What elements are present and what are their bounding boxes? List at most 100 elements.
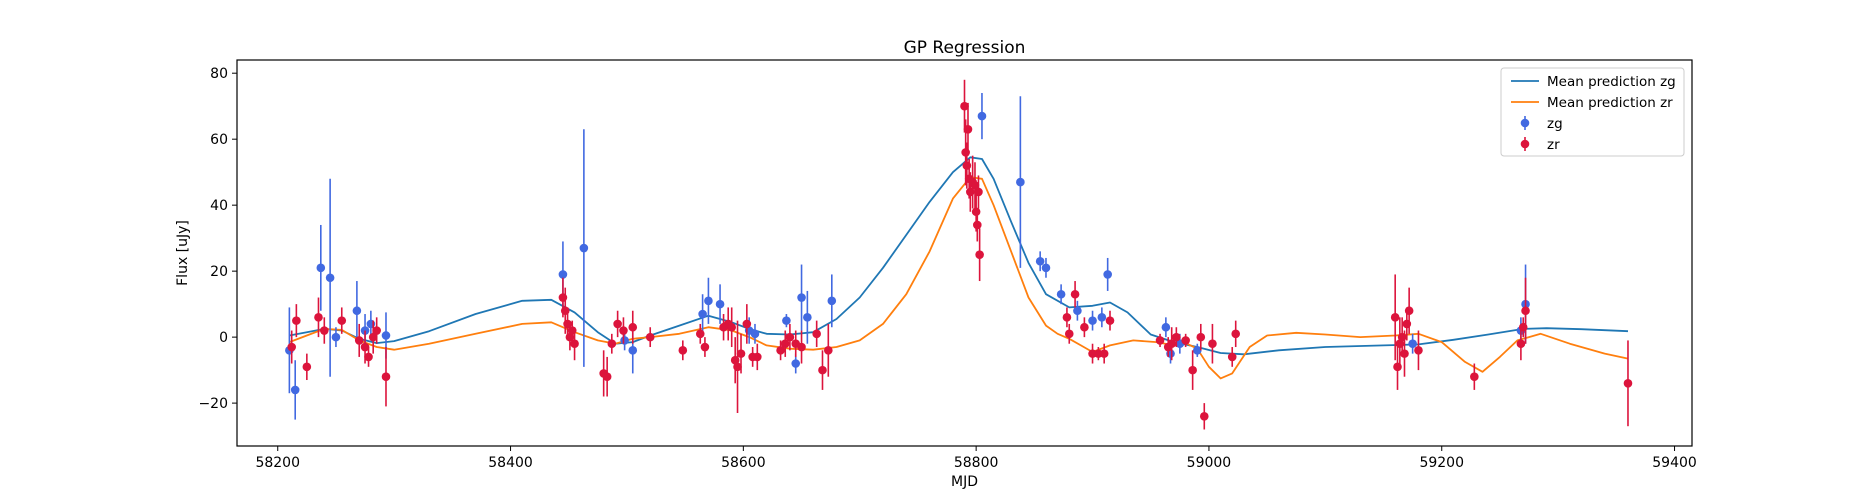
data-point: [1208, 339, 1217, 349]
data-point: [619, 326, 628, 335]
data-point: [1103, 270, 1112, 279]
legend: Mean prediction zg Mean prediction zr zg zr: [1500, 67, 1685, 157]
data-point: [797, 293, 806, 302]
data-point: [818, 365, 827, 375]
data-point: [785, 332, 795, 342]
data-point: [1181, 336, 1190, 345]
data-point: [797, 342, 806, 352]
data-point: [381, 372, 391, 382]
series-line: [289, 176, 1629, 380]
data-point: [791, 359, 801, 368]
x-tick-label: 58400: [488, 455, 533, 471]
data-point: [704, 296, 713, 306]
data-point: [812, 329, 821, 339]
data-point: [628, 322, 638, 332]
axes-frame: [236, 59, 1693, 447]
data-point: [1193, 346, 1202, 355]
data-point: [352, 306, 362, 316]
data-point: [1400, 349, 1409, 358]
data-point: [1227, 352, 1237, 362]
data-point: [963, 124, 973, 134]
x-tick-label: 58600: [721, 455, 766, 471]
data-point: [287, 342, 297, 352]
data-point: [1105, 316, 1115, 325]
data-point: [316, 263, 326, 273]
x-axis-label: MJD: [951, 474, 978, 490]
data-point: [292, 316, 301, 325]
data-point: [364, 352, 373, 362]
x-tick-label: 59400: [1652, 455, 1697, 471]
data-point: [1521, 306, 1530, 316]
data-point: [776, 346, 785, 355]
data-point: [700, 342, 710, 352]
data-point: [1167, 339, 1176, 349]
x-tick-label: 58200: [255, 455, 300, 471]
series-line: [289, 156, 1629, 356]
legend-label: Mean prediction zr: [1547, 95, 1673, 111]
data-point: [381, 331, 391, 340]
legend-label: Mean prediction zg: [1547, 74, 1676, 90]
y-tick-label: 40: [210, 198, 228, 214]
data-point: [975, 250, 984, 259]
data-point: [1623, 379, 1633, 388]
data-point: [1070, 289, 1080, 299]
data-point: [753, 352, 762, 362]
legend-swatch-marker: [1520, 139, 1530, 149]
data-point: [970, 181, 980, 190]
data-point: [1408, 339, 1417, 349]
data-point: [715, 299, 725, 309]
data-point: [620, 336, 629, 345]
data-point: [368, 332, 378, 342]
legend-label: zr: [1547, 137, 1560, 153]
data-point: [803, 313, 812, 322]
data-point: [1231, 329, 1241, 339]
data-point: [1016, 177, 1025, 187]
plot-area: [285, 79, 1633, 430]
y-axis: −20 0 20 40 60 80: [198, 66, 237, 412]
data-point: [602, 372, 612, 382]
y-tick-label: 60: [210, 132, 228, 148]
data-point: [698, 309, 707, 319]
chart-title: GP Regression: [904, 38, 1026, 58]
data-point: [824, 346, 833, 355]
data-point: [314, 313, 323, 322]
x-axis: 58200 58400 58600 58800 59000 59200 59400: [255, 446, 1697, 471]
data-point: [1041, 263, 1051, 273]
data-point: [1073, 306, 1082, 316]
data-point: [1199, 412, 1209, 421]
data-point: [678, 346, 688, 355]
data-point: [558, 270, 568, 279]
legend-label: zg: [1547, 116, 1563, 132]
data-point: [579, 243, 589, 253]
data-point: [742, 319, 752, 329]
data-point: [290, 385, 300, 395]
data-point: [1172, 332, 1181, 342]
data-point: [733, 362, 742, 372]
data-point: [645, 332, 655, 342]
data-point: [628, 346, 638, 355]
data-point: [1516, 339, 1526, 349]
data-point: [613, 319, 622, 329]
data-point: [1404, 306, 1414, 316]
y-tick-label: 20: [210, 264, 228, 280]
data-point: [974, 187, 983, 197]
data-point: [1099, 349, 1109, 358]
data-point: [607, 339, 617, 349]
data-point: [1390, 313, 1400, 322]
data-point: [360, 342, 370, 352]
legend-box: [1500, 67, 1685, 157]
data-point: [827, 296, 837, 306]
data-point: [1155, 336, 1165, 345]
x-tick-label: 59200: [1419, 455, 1464, 471]
data-point: [1188, 365, 1197, 375]
data-point: [354, 336, 364, 345]
y-tick-label: 0: [219, 330, 228, 346]
data-point: [1196, 332, 1206, 342]
data-point: [302, 362, 312, 372]
data-point: [727, 322, 736, 332]
data-point: [1064, 329, 1074, 339]
data-point: [780, 339, 790, 349]
legend-swatch-marker: [1520, 118, 1530, 128]
data-point: [695, 329, 705, 339]
